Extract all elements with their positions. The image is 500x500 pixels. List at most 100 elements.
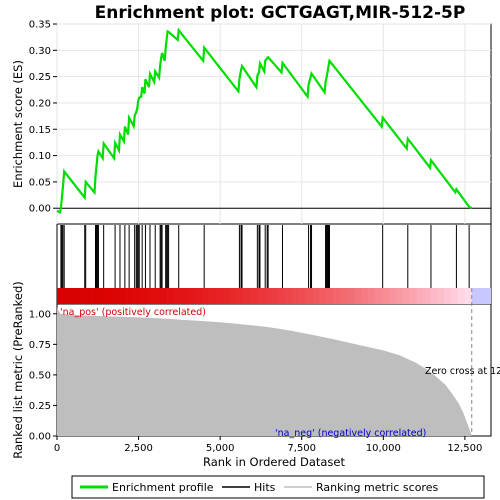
neg-label: 'na_neg' (negatively correlated) (275, 428, 426, 439)
color-bar-segment (319, 288, 327, 304)
color-bar-segment (236, 288, 244, 304)
color-bar-segment (160, 288, 168, 304)
legend-hits-label: Hits (254, 481, 276, 494)
color-bar-segment (457, 288, 466, 304)
color-bar-segment (374, 288, 383, 304)
color-bar-segment (215, 288, 224, 304)
color-bar-segment (444, 288, 452, 304)
metric-y-tick-label: 0.25 (29, 401, 51, 412)
color-bar-segment (285, 288, 293, 304)
es-y-tick-label: 0.00 (29, 204, 51, 215)
color-bar-segment (347, 288, 355, 304)
color-bar-segment (243, 288, 251, 304)
es-y-tick-label: 0.25 (29, 72, 51, 83)
color-bar-segment (105, 288, 113, 304)
es-y-tick-label: 0.30 (29, 46, 51, 57)
color-bar-segment (91, 288, 99, 304)
color-bar-segment (222, 288, 231, 304)
color-bar-segment (333, 288, 341, 304)
color-bar-segment (395, 288, 403, 304)
es-y-tick-label: 0.05 (29, 177, 51, 188)
color-bar-segment (305, 288, 314, 304)
color-bar-segment (112, 288, 120, 304)
metric-y-tick-label: 1.00 (29, 309, 51, 320)
metric-y-ticks: 0.00 0.25 0.50 0.75 1.00 (29, 309, 57, 443)
color-bar-segment (340, 288, 348, 304)
color-bar-segment (98, 288, 106, 304)
color-bar-segment (271, 288, 279, 304)
color-bar-segment (437, 288, 445, 304)
color-bar-segment (195, 288, 203, 304)
color-bar-segment (471, 288, 491, 304)
color-bar-segment (409, 288, 417, 304)
color-bar-segment (361, 288, 369, 304)
color-bar-segment (451, 288, 459, 304)
metric-y-tick-label: 0.50 (29, 370, 51, 381)
color-bar-segment (264, 288, 272, 304)
enrichment-profile-path (56, 27, 473, 215)
color-bar-segment (202, 288, 210, 304)
color-bar-segment (298, 288, 307, 304)
chart-title: Enrichment plot: GCTGAGT,MIR-512-5P (95, 3, 466, 23)
x-tick-label: 12,500 (447, 443, 482, 454)
x-tick-label: 7,500 (287, 443, 316, 454)
zero-cross-label: Zero cross at 12710 (425, 366, 500, 377)
es-y-tick-label: 0.35 (29, 20, 51, 31)
color-bar-segment (430, 288, 438, 304)
es-panel-frame (56, 23, 492, 225)
hit-markers (60, 225, 470, 288)
color-bar-segment (423, 288, 431, 304)
legend-metric-label: Ranking metric scores (316, 481, 438, 494)
ranking-metric-fill (57, 307, 472, 436)
es-y-tick-label: 0.15 (29, 125, 51, 136)
color-bar-segment (84, 288, 92, 304)
color-bar-segment (292, 288, 300, 304)
ranking-metric-area (57, 307, 472, 436)
x-ticks: 0 2,500 5,000 7,500 10,000 12,500 (54, 436, 482, 454)
enrichment-profile-line (56, 27, 473, 215)
color-bar-segment (174, 288, 182, 304)
color-bar-segment (229, 288, 238, 304)
color-bar-segment (257, 288, 265, 304)
x-tick-label: 2,500 (124, 443, 153, 454)
color-bar-segment (77, 288, 85, 304)
color-bar-segment (63, 288, 72, 304)
color-bar-segment (326, 288, 334, 304)
color-bar-segment (146, 288, 155, 304)
x-axis-label: Rank in Ordered Dataset (203, 455, 346, 469)
es-y-axis-label: Enrichment score (ES) (11, 60, 25, 188)
color-bar-segment (368, 288, 376, 304)
es-gridlines (56, 23, 491, 224)
color-bar-segment (209, 288, 217, 304)
color-bar-segment (250, 288, 258, 304)
x-tick-label: 10,000 (366, 443, 401, 454)
color-bar-segment (70, 288, 79, 304)
x-tick-label: 0 (54, 443, 60, 454)
color-bar-segment (402, 288, 410, 304)
es-y-ticks: 0.00 0.05 0.10 0.15 0.20 0.25 0.30 0.35 (29, 20, 57, 215)
color-bar-segment (381, 288, 390, 304)
color-bar-segment (133, 288, 141, 304)
metric-y-tick-label: 0.00 (29, 432, 51, 443)
ranking-color-bar (57, 288, 491, 304)
color-bar-segment (278, 288, 286, 304)
color-bar-segment (57, 288, 65, 304)
legend-box (71, 475, 485, 499)
color-bar-segment (464, 288, 473, 304)
color-bar-segment (181, 288, 189, 304)
color-bar-segment (119, 288, 127, 304)
color-bar-segment (188, 288, 196, 304)
es-y-tick-label: 0.20 (29, 98, 51, 109)
x-tick-label: 5,000 (206, 443, 235, 454)
color-bar-segment (312, 288, 320, 304)
color-bar-segment (388, 288, 397, 304)
pos-label: 'na_pos' (positively correlated) (60, 307, 206, 318)
metric-y-axis-label: Ranked list metric (PreRanked) (11, 281, 25, 459)
legend-enrichment-label: Enrichment profile (112, 481, 214, 494)
color-bar-segment (126, 288, 134, 304)
es-y-tick-label: 0.10 (29, 151, 51, 162)
color-bar-segment (139, 288, 148, 304)
metric-y-tick-label: 0.75 (29, 340, 51, 351)
color-bar-segment (167, 288, 175, 304)
